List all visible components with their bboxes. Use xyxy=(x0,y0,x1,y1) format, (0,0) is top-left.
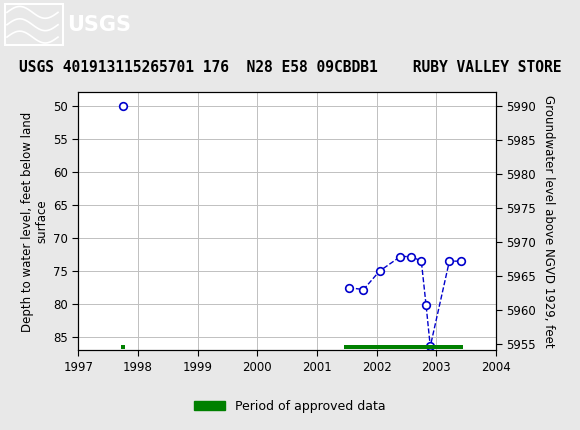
Y-axis label: Depth to water level, feet below land
surface: Depth to water level, feet below land su… xyxy=(21,111,49,332)
Bar xyxy=(344,345,463,349)
Text: USGS 401913115265701 176  N28 E58 09CBDB1    RUBY VALLEY STORE: USGS 401913115265701 176 N28 E58 09CBDB1… xyxy=(19,60,561,75)
Bar xyxy=(5,4,63,45)
Legend: Period of approved data: Period of approved data xyxy=(189,395,391,418)
Text: USGS: USGS xyxy=(67,15,130,35)
Y-axis label: Groundwater level above NGVD 1929, feet: Groundwater level above NGVD 1929, feet xyxy=(542,95,554,348)
Bar xyxy=(121,345,125,349)
